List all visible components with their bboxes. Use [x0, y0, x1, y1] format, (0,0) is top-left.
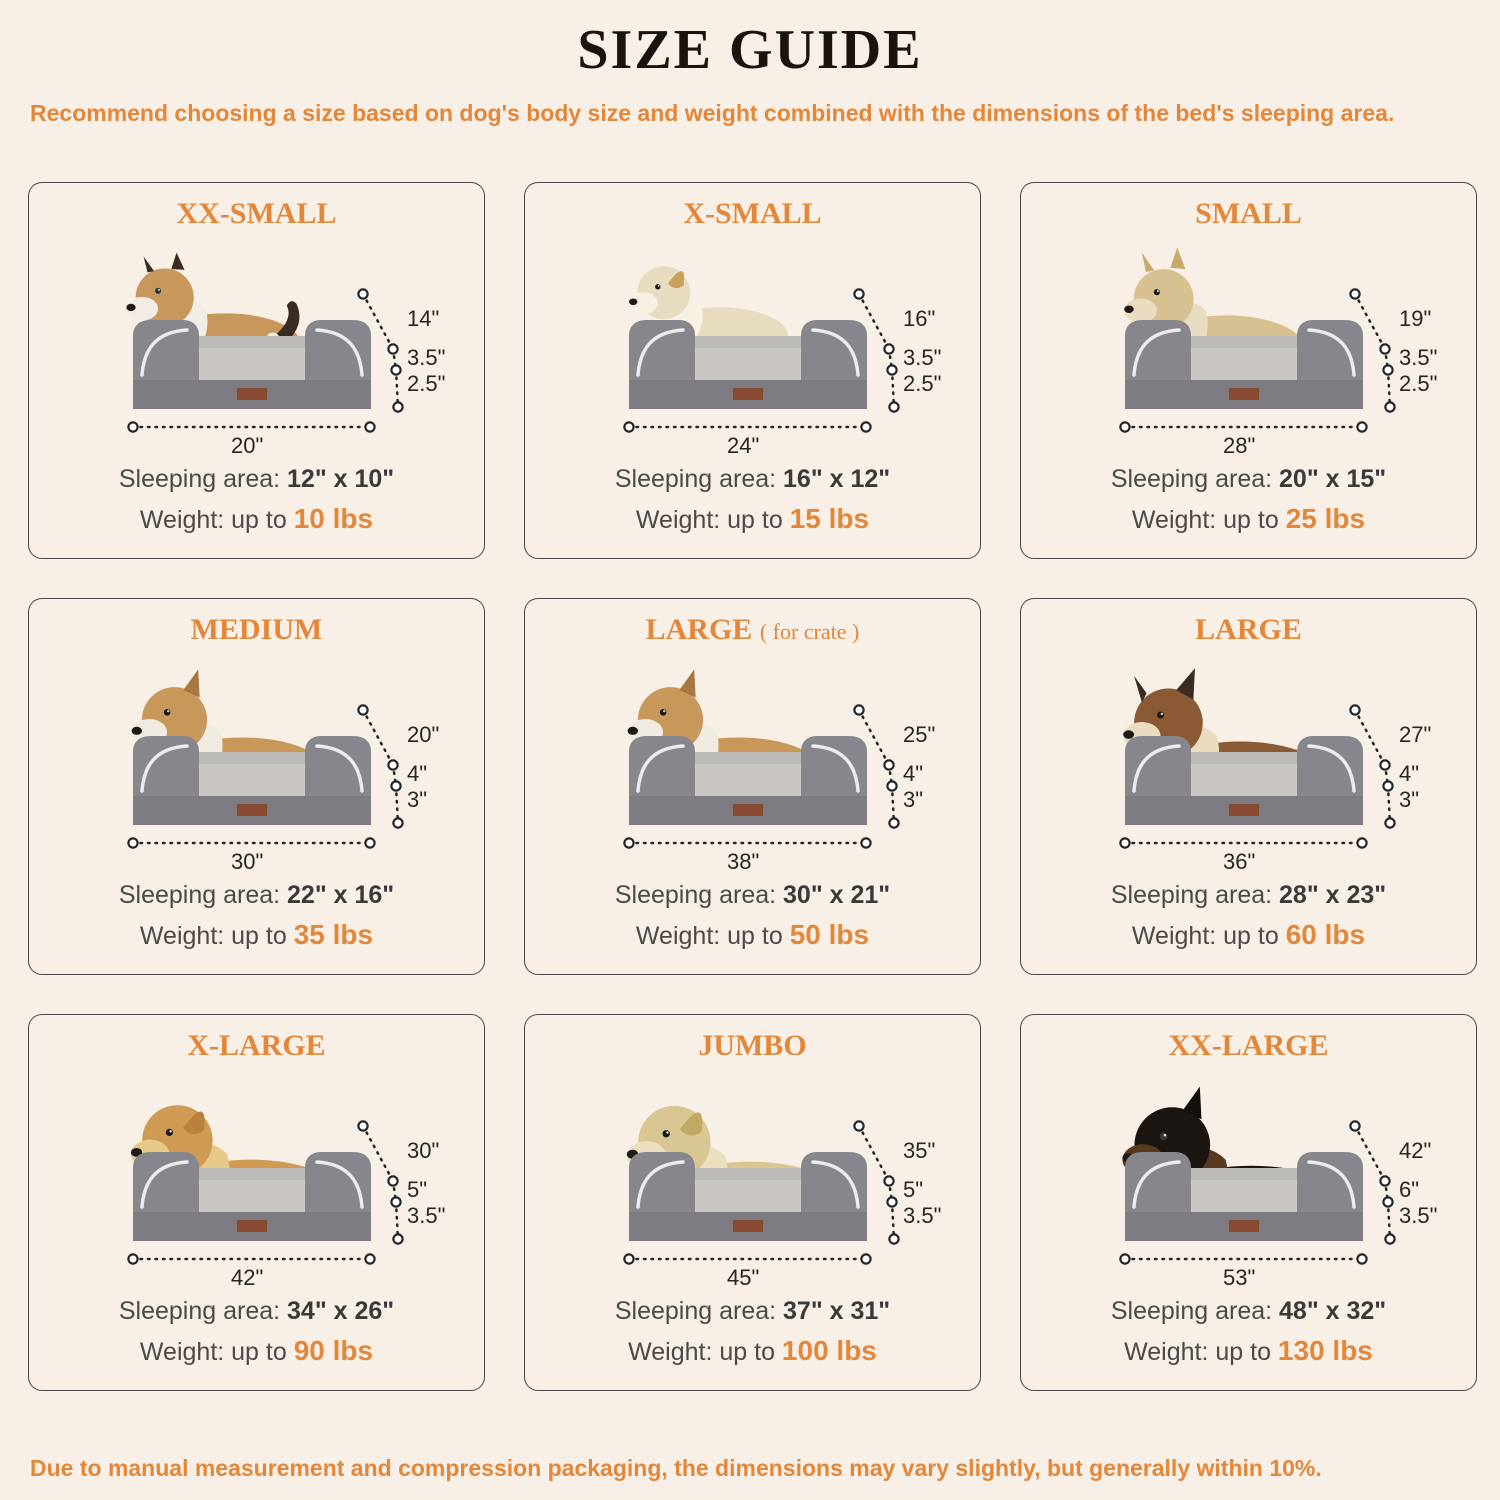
- svg-text:14": 14": [407, 306, 439, 331]
- svg-text:36": 36": [1223, 849, 1255, 874]
- svg-text:24": 24": [727, 433, 759, 458]
- svg-text:3.5": 3.5": [407, 345, 445, 370]
- svg-text:6": 6": [1399, 1177, 1419, 1202]
- svg-text:35": 35": [903, 1138, 935, 1163]
- svg-text:27": 27": [1399, 722, 1431, 747]
- svg-text:3": 3": [1399, 787, 1419, 812]
- svg-text:38": 38": [727, 849, 759, 874]
- svg-text:4": 4": [903, 761, 923, 786]
- svg-text:5": 5": [903, 1177, 923, 1202]
- svg-text:45": 45": [727, 1265, 759, 1290]
- svg-text:3.5": 3.5": [1399, 1203, 1437, 1228]
- svg-text:42": 42": [1399, 1138, 1431, 1163]
- svg-text:2.5": 2.5": [903, 371, 941, 396]
- svg-text:3.5": 3.5": [903, 1203, 941, 1228]
- svg-text:4": 4": [1399, 761, 1419, 786]
- svg-text:4": 4": [407, 761, 427, 786]
- svg-text:20": 20": [231, 433, 263, 458]
- svg-text:30": 30": [231, 849, 263, 874]
- svg-text:2.5": 2.5": [407, 371, 445, 396]
- svg-text:3.5": 3.5": [407, 1203, 445, 1228]
- svg-text:20": 20": [407, 722, 439, 747]
- svg-text:2.5": 2.5": [1399, 371, 1437, 396]
- svg-text:5": 5": [407, 1177, 427, 1202]
- svg-text:3.5": 3.5": [1399, 345, 1437, 370]
- svg-text:42": 42": [231, 1265, 263, 1290]
- svg-text:30": 30": [407, 1138, 439, 1163]
- svg-text:3": 3": [903, 787, 923, 812]
- svg-text:3": 3": [407, 787, 427, 812]
- svg-text:16": 16": [903, 306, 935, 331]
- svg-text:25": 25": [903, 722, 935, 747]
- svg-text:28": 28": [1223, 433, 1255, 458]
- svg-text:53": 53": [1223, 1265, 1255, 1290]
- svg-text:3.5": 3.5": [903, 345, 941, 370]
- svg-text:19": 19": [1399, 306, 1431, 331]
